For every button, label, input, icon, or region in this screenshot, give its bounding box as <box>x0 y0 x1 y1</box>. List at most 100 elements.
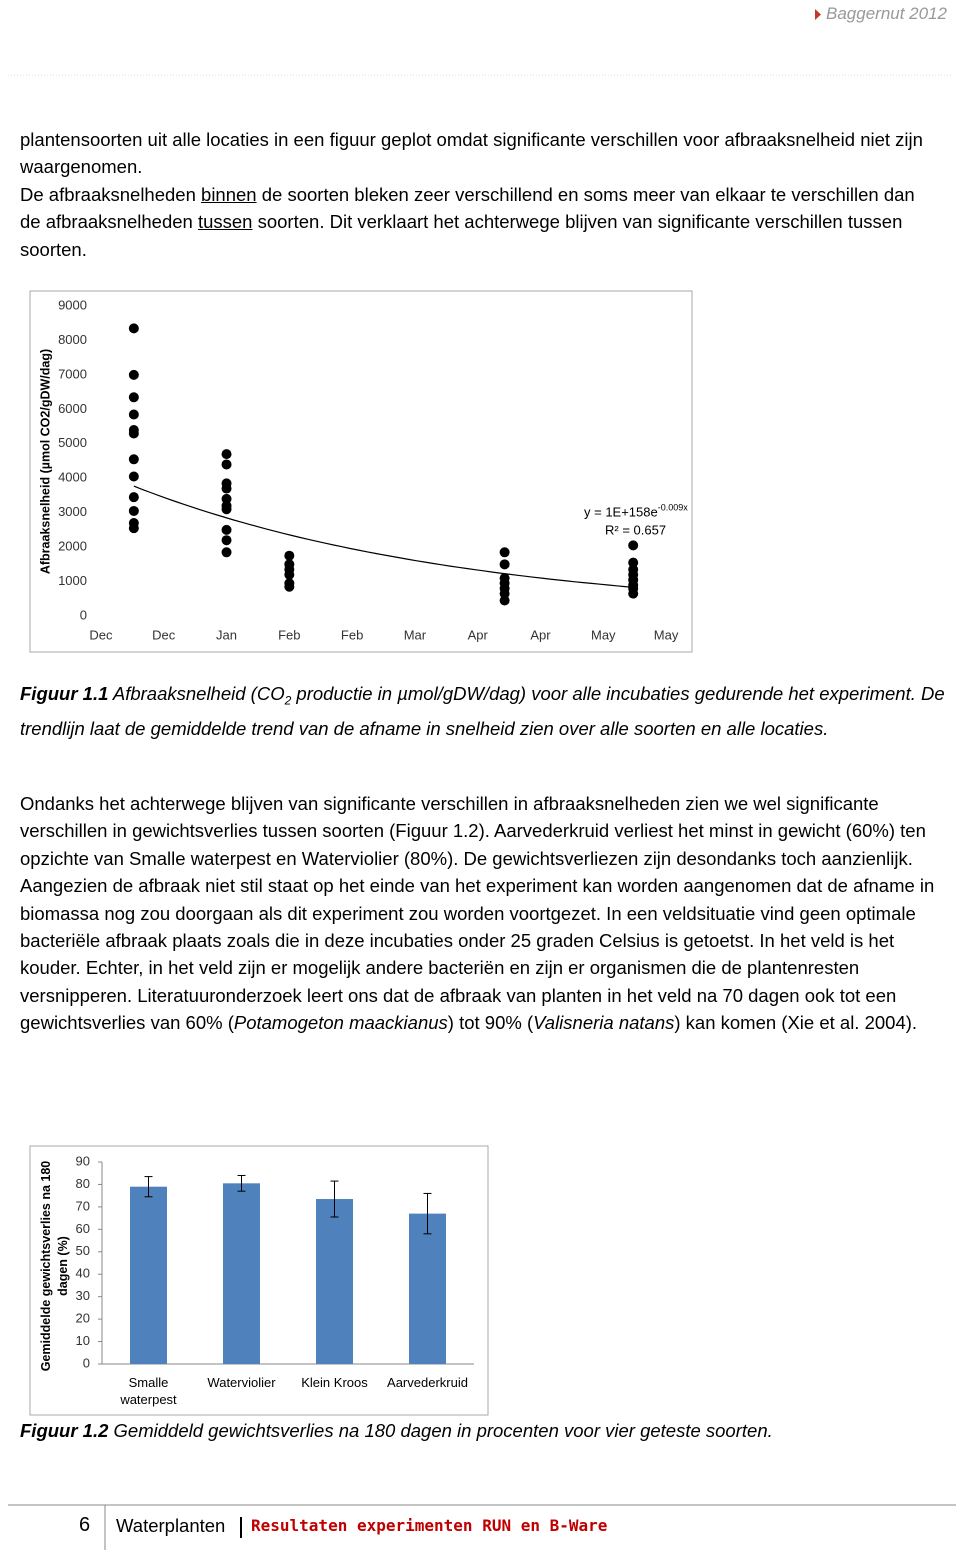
y-tick-label: 4000 <box>58 470 87 485</box>
data-point <box>221 547 232 558</box>
y-tick-label: 50 <box>76 1243 90 1258</box>
y-tick-label: 9000 <box>58 297 87 312</box>
data-point <box>128 428 139 439</box>
x-tick-label: Mar <box>404 627 427 642</box>
y-tick-label: 80 <box>76 1176 90 1191</box>
data-point <box>128 454 139 465</box>
text: Gemiddeld gewichtsverlies na 180 dagen i… <box>108 1420 773 1441</box>
header-arrow <box>815 9 821 20</box>
figure-caption: Figuur 1.1 Afbraaksnelheid (CO2 producti… <box>20 680 945 743</box>
footer-section: Waterplanten <box>116 1515 226 1536</box>
text: de soorten bleken zeer verschillend en s… <box>20 183 915 233</box>
italic-text: Potamogeton maackianus <box>233 1012 448 1034</box>
x-tick-label: May <box>591 627 616 642</box>
trendline-equation: y = 1E+158e <box>584 504 658 519</box>
data-point <box>221 459 232 470</box>
text: ) kan komen (Xie et al. 2004). <box>674 1012 918 1034</box>
data-point <box>221 535 232 546</box>
y-axis-label: Gemiddelde gewichtsverlies na 180 dagen … <box>39 1160 70 1372</box>
x-tick-label: Smalle waterpest <box>120 1375 177 1407</box>
footer-subtitle: Resultaten experimenten RUN en B-Ware <box>251 1516 608 1535</box>
data-point <box>128 323 139 334</box>
data-point <box>284 550 295 561</box>
data-point <box>628 557 639 568</box>
trendline-exponent: -0.009x <box>658 502 689 512</box>
x-tick-label: Klein Kroos <box>301 1375 368 1390</box>
y-tick-label: 60 <box>76 1221 90 1236</box>
data-point <box>221 483 232 494</box>
paragraph: plantensoorten uit alle locaties in een … <box>20 126 938 263</box>
y-tick-label: 2000 <box>58 539 87 554</box>
header-title: Baggernut 2012 <box>826 4 947 23</box>
bar <box>223 1183 260 1364</box>
caption-label: Figuur 1.2 <box>20 1420 109 1441</box>
y-tick-label: 7000 <box>58 366 87 381</box>
y-tick-label: 8000 <box>58 332 87 347</box>
x-tick-label: Feb <box>341 627 363 642</box>
x-tick-label: Apr <box>468 627 489 642</box>
text: soorten. Dit verklaart het achterwege bl… <box>20 211 903 260</box>
text: productie in µmol/gDW/dag) voor alle inc… <box>20 683 945 740</box>
trendline <box>133 485 634 588</box>
paragraph-line: De afbraaksnelheden binnen de soorten bl… <box>20 181 938 263</box>
bar <box>409 1213 446 1364</box>
data-point <box>221 524 232 535</box>
data-point <box>221 449 232 460</box>
x-tick-label: Aarvederkruid <box>387 1375 468 1390</box>
paragraph-line: plantensoorten uit alle locaties in een … <box>20 129 923 178</box>
data-point <box>284 581 295 592</box>
bar <box>316 1199 353 1364</box>
text: Afbraaksnelheid (CO <box>108 683 285 704</box>
y-tick-label: 3000 <box>58 504 87 519</box>
x-tick-label: Feb <box>278 627 300 642</box>
x-tick-label: Apr <box>530 627 551 642</box>
y-tick-label: 30 <box>76 1288 90 1303</box>
x-tick-label: May <box>654 627 679 642</box>
page-number: 6 <box>79 1514 91 1536</box>
data-point <box>628 540 639 551</box>
chart-frame <box>29 290 693 653</box>
y-tick-label: 0 <box>80 607 87 622</box>
x-tick-label: Waterviolier <box>207 1375 276 1390</box>
data-point <box>128 369 139 380</box>
subscript: 2 <box>284 693 292 708</box>
data-point <box>499 559 510 570</box>
data-point <box>499 547 510 558</box>
y-tick-label: 10 <box>76 1333 90 1348</box>
data-point <box>221 493 232 504</box>
data-point <box>628 588 639 599</box>
y-tick-label: 90 <box>76 1153 90 1168</box>
paragraph: Ondanks het achterwege blijven van signi… <box>20 790 938 1037</box>
y-tick-label: 70 <box>76 1198 90 1213</box>
data-point <box>499 595 510 606</box>
text: ) tot 90% ( <box>447 1012 534 1034</box>
y-tick-label: 1000 <box>58 573 87 588</box>
bar <box>130 1186 167 1364</box>
data-point <box>284 569 295 580</box>
chart-frame <box>29 1145 489 1416</box>
data-point <box>221 504 232 515</box>
y-tick-label: 6000 <box>58 401 87 416</box>
data-point <box>128 523 139 534</box>
underlined-text: tussen <box>197 211 253 233</box>
y-tick-label: 5000 <box>58 435 87 450</box>
text: Ondanks het achterwege blijven van signi… <box>20 793 935 1034</box>
italic-text: Valisneria natans <box>533 1012 675 1034</box>
data-point <box>499 588 510 599</box>
text: De afbraaksnelheden <box>20 183 202 205</box>
data-point <box>128 392 139 403</box>
y-axis-label: Afbraaksnelheid (µmol CO2/gDW/dag) <box>38 349 52 574</box>
caption-label: Figuur 1.1 <box>20 683 109 704</box>
y-tick-label: 0 <box>83 1355 90 1370</box>
r-squared: R² = 0.657 <box>605 522 666 537</box>
x-tick-label: Dec <box>89 627 113 642</box>
data-point <box>128 492 139 503</box>
x-tick-label: Jan <box>216 627 237 642</box>
y-tick-label: 20 <box>76 1311 90 1326</box>
data-point <box>128 409 139 420</box>
x-tick-label: Dec <box>152 627 176 642</box>
figure-caption: Figuur 1.2 Gemiddeld gewichtsverlies na … <box>20 1417 945 1444</box>
data-point <box>128 471 139 482</box>
